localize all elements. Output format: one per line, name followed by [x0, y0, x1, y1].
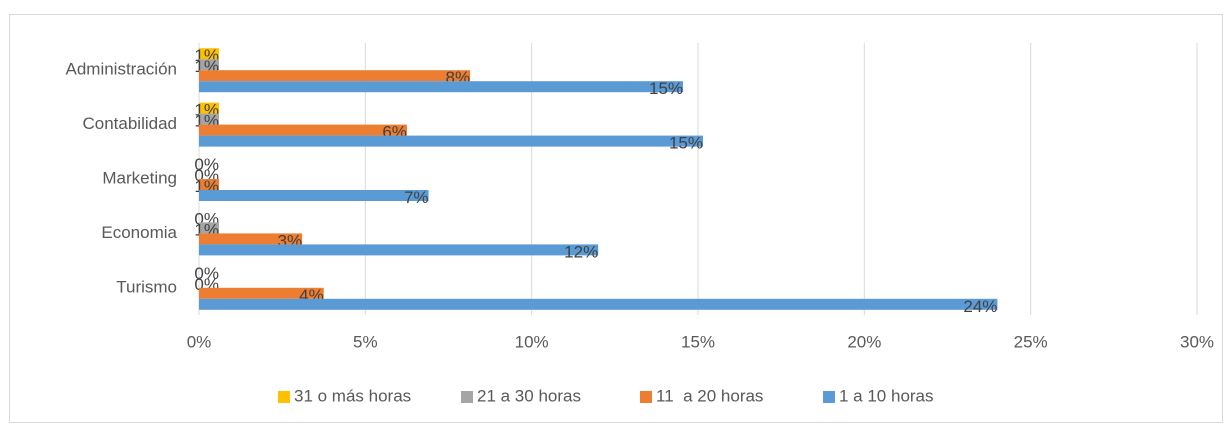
y-tick-label: Turismo: [116, 277, 177, 296]
bar: [199, 113, 219, 125]
x-tick-label: 0%: [187, 332, 212, 351]
y-tick-label: Marketing: [102, 168, 177, 187]
bar: [199, 233, 303, 245]
x-tick-label: 10%: [515, 332, 549, 351]
y-tick-label: Administración: [66, 60, 178, 79]
legend-label: 1 a 10 horas: [839, 386, 934, 405]
legend-label: 31 o más horas: [294, 386, 411, 405]
bar: [199, 190, 429, 201]
bar: [199, 81, 684, 93]
x-tick-label: 20%: [847, 332, 881, 351]
legend-swatch: [278, 391, 290, 403]
bar: [199, 244, 599, 256]
y-tick-label: Economia: [101, 223, 177, 242]
chart-border: [9, 14, 1223, 423]
bar: [199, 222, 219, 234]
bar: [199, 287, 324, 299]
legend-swatch: [461, 391, 473, 403]
data-label: 15%: [669, 134, 703, 153]
bar: [199, 70, 471, 82]
legend-label: 11 a 20 horas: [656, 386, 763, 405]
data-label: 7%: [404, 188, 429, 207]
y-tick-label: Contabilidad: [82, 114, 177, 133]
data-label: 0%: [194, 155, 219, 174]
data-label: 0%: [194, 264, 219, 283]
bar: [199, 124, 407, 136]
bar: [199, 179, 219, 190]
x-tick-label: 5%: [353, 332, 378, 351]
data-label: 15%: [649, 79, 683, 98]
data-label: 24%: [963, 297, 997, 316]
bar: [199, 298, 998, 310]
legend-swatch: [823, 391, 835, 403]
legend-label: 21 a 30 horas: [477, 386, 581, 405]
bar: [199, 59, 219, 71]
bar: [199, 48, 219, 60]
legend-swatch: [640, 391, 652, 403]
bar: [199, 102, 219, 114]
bar: [199, 135, 703, 147]
x-tick-label: 15%: [681, 332, 715, 351]
x-tick-label: 30%: [1180, 332, 1214, 351]
data-label: 12%: [564, 242, 598, 261]
x-tick-label: 25%: [1014, 332, 1048, 351]
